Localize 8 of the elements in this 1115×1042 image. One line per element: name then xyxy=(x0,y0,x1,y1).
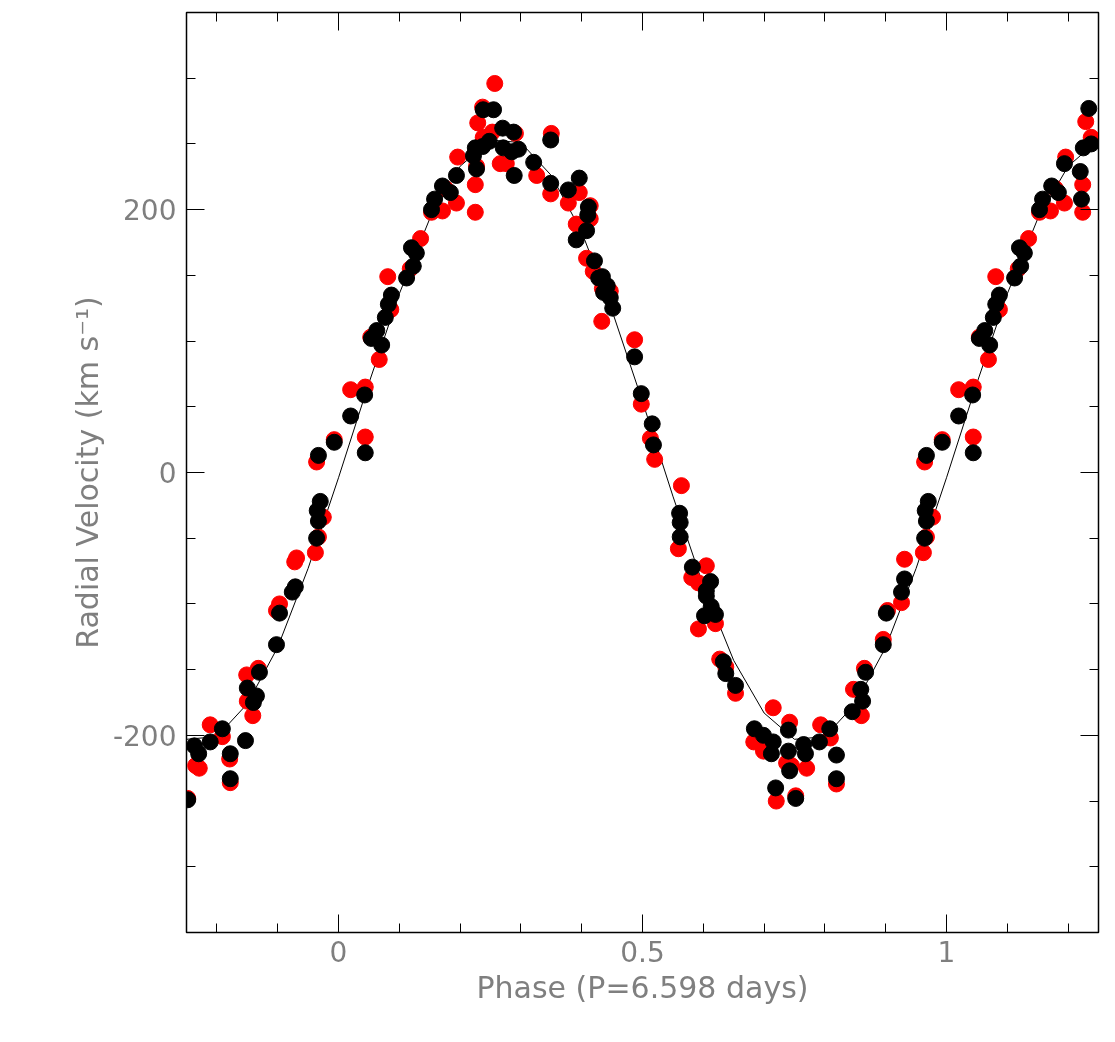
y-tick-label: 0 xyxy=(158,457,177,490)
x-tick-label: 1 xyxy=(937,935,956,969)
x-axis-title: Phase (P=6.598 days) xyxy=(476,969,809,1005)
y-tick-label: 200 xyxy=(123,194,177,228)
y-axis-title: Radial Velocity (km s⁻¹) xyxy=(69,296,105,649)
y-tick-label: -200 xyxy=(112,719,177,753)
x-tick-label: 0 xyxy=(329,935,348,969)
x-tick-label: 0.5 xyxy=(620,935,665,969)
